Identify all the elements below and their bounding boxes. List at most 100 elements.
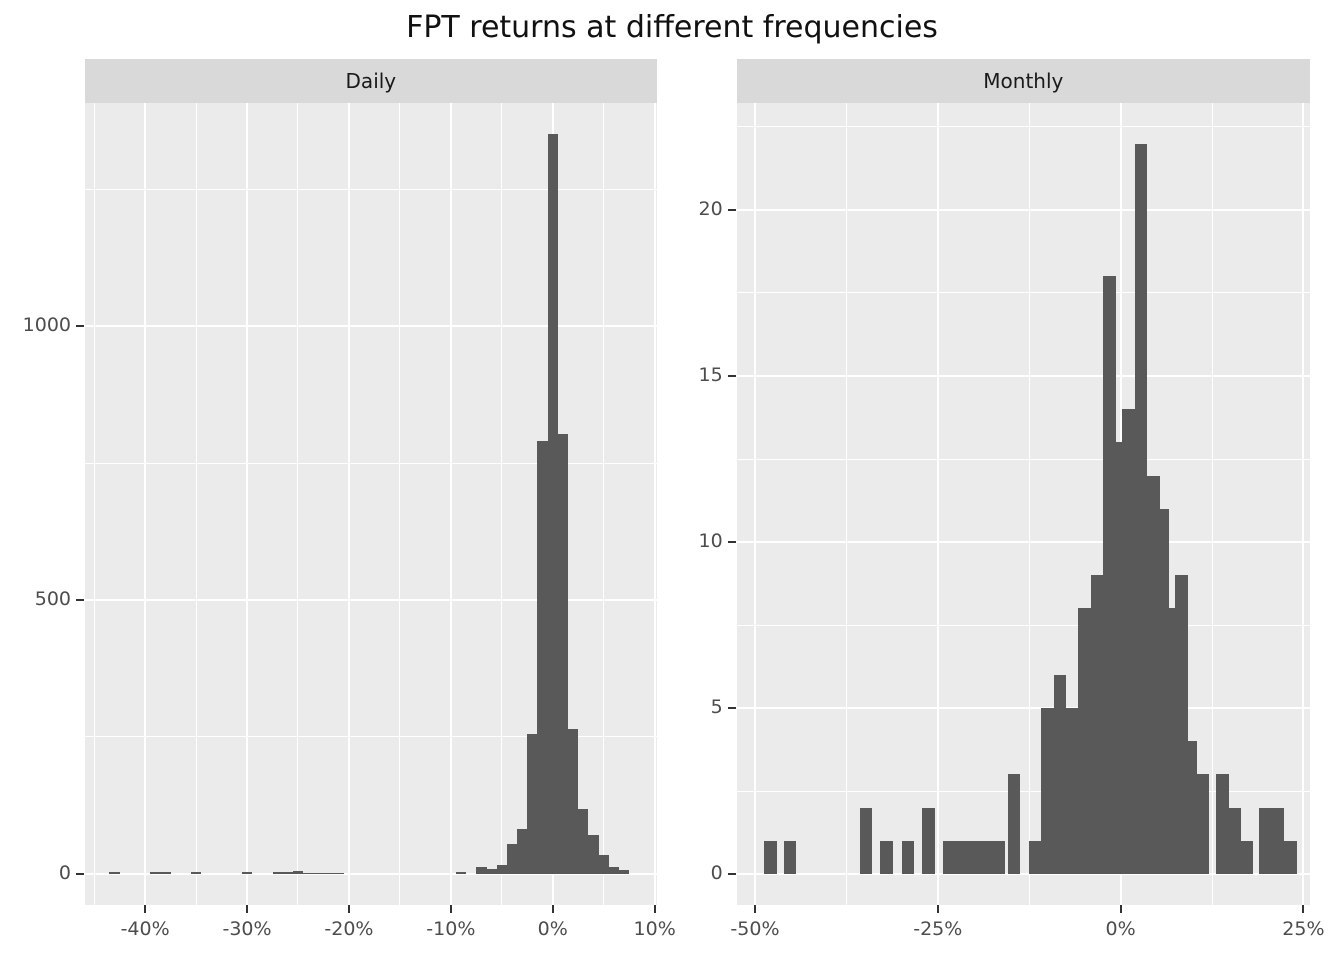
- gridline-y-major: [85, 599, 657, 601]
- histogram-bar: [1240, 840, 1254, 875]
- histogram-bar: [557, 433, 569, 874]
- x-tick-label: -50%: [730, 918, 780, 940]
- histogram-bar: [547, 133, 558, 874]
- histogram-bar: [517, 828, 528, 874]
- histogram-bar: [880, 840, 893, 875]
- gridline-x-major: [1302, 103, 1305, 905]
- histogram-bar: [568, 728, 579, 874]
- histogram-bar: [1165, 608, 1179, 875]
- histogram-bar: [1122, 409, 1135, 875]
- x-tick-mark: [753, 905, 756, 913]
- histogram-bar: [1078, 608, 1092, 875]
- facet-strip-label: Daily: [345, 69, 397, 93]
- gridline-x-minor: [1028, 103, 1030, 905]
- y-tick-mark: [727, 541, 736, 544]
- histogram-bar: [598, 855, 609, 874]
- histogram-bar: [1283, 840, 1297, 875]
- histogram-bar: [968, 840, 981, 875]
- gridline-x-major: [449, 103, 452, 905]
- histogram-bar: [859, 807, 873, 875]
- histogram-bar: [1259, 807, 1272, 875]
- histogram-bar: [992, 840, 1006, 875]
- histogram-bar: [333, 872, 344, 874]
- gridline-y-major: [736, 707, 1310, 710]
- gridline-x-minor: [195, 103, 197, 905]
- gridline-y-major: [85, 872, 657, 875]
- histogram-bar: [1090, 575, 1104, 875]
- histogram-bar: [1271, 807, 1285, 875]
- y-tick-mark: [76, 599, 84, 601]
- gridline-y-major: [736, 208, 1310, 211]
- histogram-bar: [1134, 143, 1148, 875]
- gridline-y-minor: [85, 736, 657, 738]
- y-tick-label: 0: [710, 862, 723, 885]
- gridline-y-minor: [736, 624, 1310, 626]
- x-tick-mark: [347, 905, 350, 913]
- x-tick-mark: [936, 905, 939, 913]
- histogram-bar: [980, 840, 994, 875]
- plot-title: FPT returns at different frequencies: [406, 10, 938, 45]
- histogram-bar: [476, 866, 487, 874]
- facet-strip-label: Monthly: [983, 69, 1064, 93]
- facet-strip-monthly: Monthly: [736, 59, 1310, 103]
- gridline-y-minor: [736, 458, 1310, 460]
- gridline-y-major: [736, 873, 1310, 876]
- histogram-bar: [608, 867, 619, 874]
- histogram-bar: [1196, 774, 1210, 875]
- histogram-bar: [618, 869, 630, 874]
- gridline-x-major: [144, 103, 147, 905]
- histogram-bar: [1228, 807, 1241, 875]
- histogram-bar: [1174, 575, 1188, 875]
- histogram-bar: [1155, 508, 1169, 875]
- histogram-bar: [160, 872, 171, 874]
- gridline-x-minor: [297, 103, 299, 905]
- histogram-bar: [303, 872, 314, 874]
- gridline-x-minor: [603, 103, 605, 905]
- gridline-x-major: [347, 103, 350, 905]
- y-tick-mark: [76, 872, 84, 875]
- histogram-bar: [486, 869, 497, 874]
- y-tick-label: 5: [710, 696, 723, 719]
- y-tick-mark: [727, 374, 736, 377]
- y-tick-mark: [76, 325, 84, 328]
- x-tick-label: -20%: [324, 918, 374, 940]
- histogram-bar: [190, 871, 202, 874]
- panel-monthly: [736, 103, 1310, 905]
- histogram-bar: [496, 864, 507, 874]
- x-tick-label: 10%: [633, 918, 676, 940]
- histogram-bar: [955, 840, 969, 875]
- y-tick-label: 0: [58, 861, 71, 884]
- x-tick-label: 0%: [537, 918, 568, 940]
- x-tick-mark: [449, 905, 452, 913]
- panel-daily: [85, 103, 657, 905]
- histogram-bar: [1215, 774, 1229, 875]
- x-tick-mark: [144, 905, 147, 913]
- histogram-bar: [292, 870, 304, 874]
- gridline-x-major: [936, 103, 939, 905]
- x-tick-label: 0%: [1105, 918, 1136, 940]
- histogram-bar: [1066, 708, 1079, 875]
- x-tick-mark: [246, 905, 249, 913]
- x-tick-mark: [551, 905, 554, 913]
- gridline-x-minor: [399, 103, 401, 905]
- gridline-x-major: [653, 103, 656, 905]
- histogram-bar: [455, 871, 467, 874]
- histogram-bar: [150, 872, 161, 874]
- y-tick-label: 20: [698, 197, 723, 220]
- histogram-bar: [313, 872, 324, 874]
- gridline-y-minor: [736, 790, 1310, 792]
- histogram-bar: [1112, 442, 1126, 875]
- histogram-bar: [1007, 774, 1021, 875]
- y-tick-label: 1000: [22, 314, 71, 337]
- histogram-bar: [282, 872, 293, 874]
- gridline-x-minor: [501, 103, 503, 905]
- x-tick-label: -30%: [222, 918, 272, 940]
- histogram-bar: [1053, 674, 1067, 875]
- x-tick-label: -25%: [913, 918, 963, 940]
- x-tick-mark: [653, 905, 656, 913]
- histogram-bar: [272, 872, 283, 874]
- y-tick-mark: [727, 873, 736, 876]
- gridline-y-minor: [85, 188, 657, 190]
- x-tick-label: 25%: [1282, 918, 1325, 940]
